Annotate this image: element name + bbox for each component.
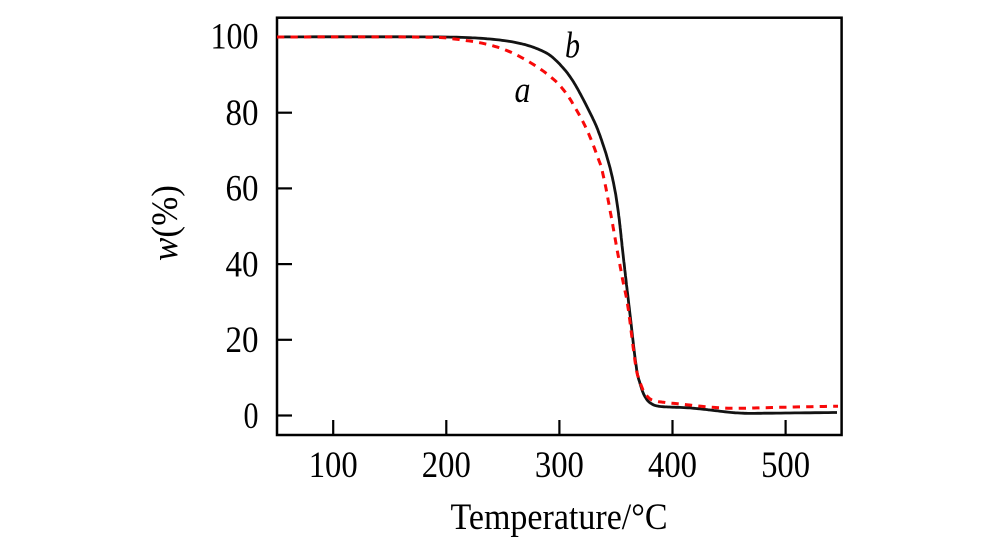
svg-text:200: 200 — [422, 445, 471, 486]
svg-text:60: 60 — [226, 169, 259, 210]
svg-text:100: 100 — [309, 445, 358, 486]
svg-text:40: 40 — [226, 244, 259, 285]
svg-text:a: a — [515, 70, 531, 111]
svg-text:0: 0 — [244, 396, 259, 437]
svg-text:400: 400 — [648, 445, 697, 486]
svg-text:80: 80 — [226, 93, 259, 134]
svg-text:300: 300 — [535, 445, 584, 486]
svg-text:Temperature/°C: Temperature/°C — [451, 497, 668, 538]
svg-text:b: b — [565, 26, 580, 67]
svg-text:20: 20 — [226, 320, 259, 361]
svg-text:100: 100 — [211, 16, 259, 57]
svg-text:w(%): w(%) — [145, 185, 186, 261]
svg-text:500: 500 — [761, 445, 810, 486]
